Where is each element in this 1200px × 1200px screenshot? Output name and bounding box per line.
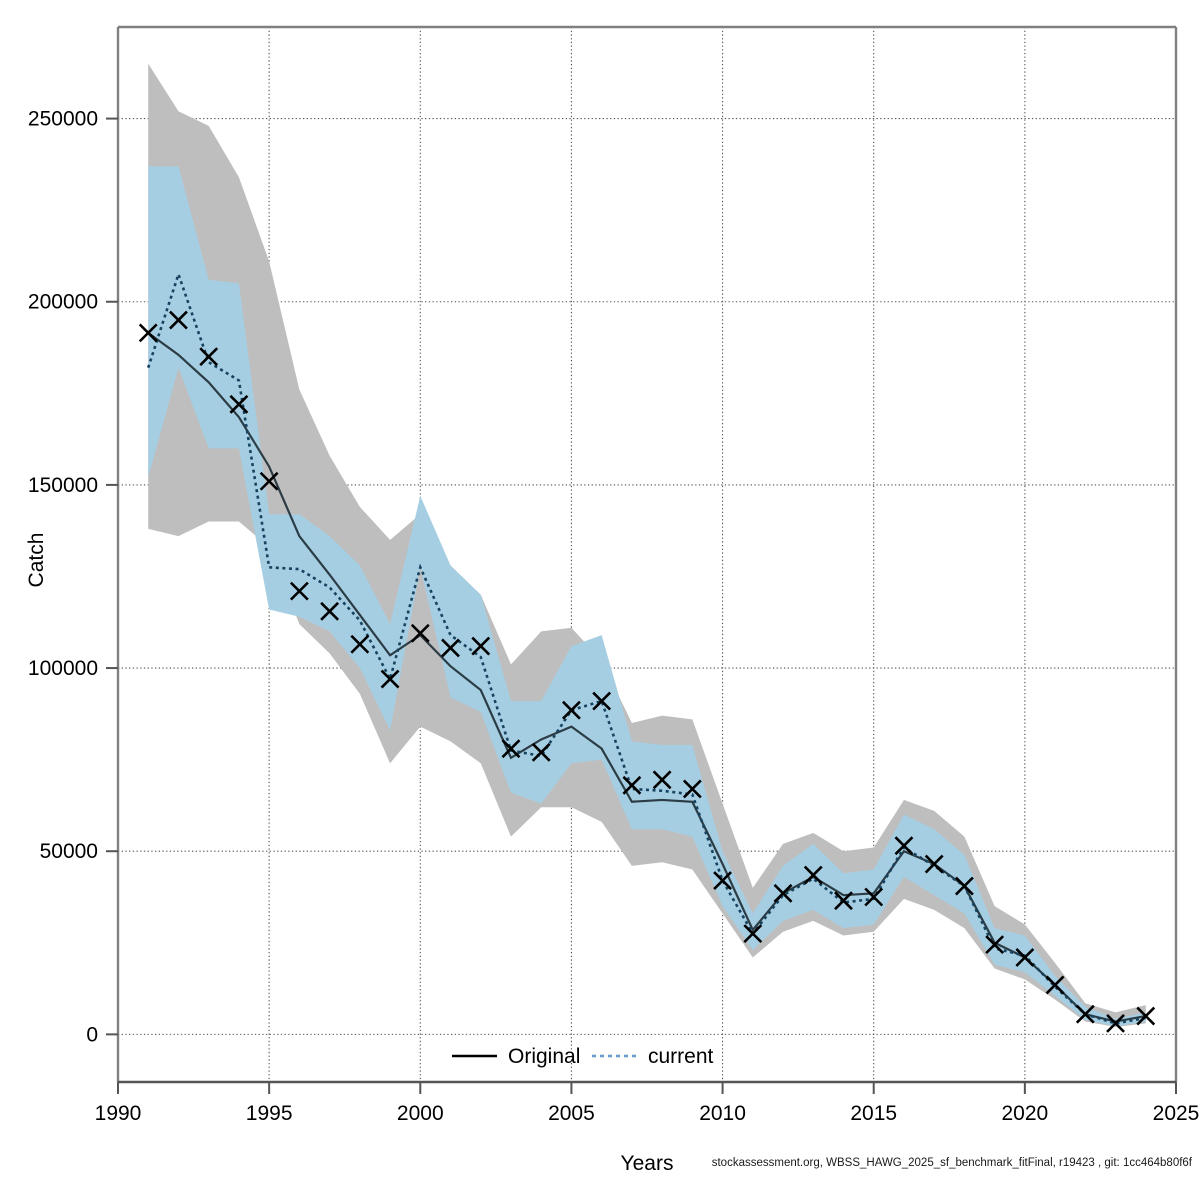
original-series-line xyxy=(147,331,1146,1023)
x-tick-label: 2000 xyxy=(397,1102,444,1125)
observed-data-markers xyxy=(138,310,1156,1033)
x-axis-title: Years xyxy=(621,1152,674,1175)
x-tick-label: 2015 xyxy=(850,1102,897,1125)
x-axis-ticks: 1990 1995 2000 2005 2010 2015 2020 2025 xyxy=(95,1082,1200,1125)
source-caption: stockassessment.org, WBSS_HAWG_2025_sf_b… xyxy=(712,1157,1193,1169)
y-tick-label: 250000 xyxy=(28,108,98,131)
original-confidence-band xyxy=(148,63,1146,1028)
x-tick-label: 2025 xyxy=(1153,1102,1200,1125)
y-tick-label: 100000 xyxy=(28,657,98,680)
y-tick-label: 50000 xyxy=(40,840,98,863)
y-axis-ticks: 0 50000 100000 150000 200000 250000 xyxy=(28,108,118,1046)
chart-legend[interactable]: Original current xyxy=(452,1045,714,1068)
x-tick-label: 2020 xyxy=(1001,1102,1048,1125)
x-tick-label: 1990 xyxy=(95,1102,142,1125)
plot-frame xyxy=(116,25,1178,1084)
y-tick-label: 0 xyxy=(86,1023,98,1046)
x-tick-label: 1995 xyxy=(246,1102,293,1125)
legend-label-current[interactable]: current xyxy=(648,1045,714,1068)
y-tick-label: 200000 xyxy=(28,291,98,314)
legend-label-original[interactable]: Original xyxy=(508,1045,580,1068)
current-series-line xyxy=(146,270,1147,1025)
x-tick-label: 2010 xyxy=(699,1102,746,1125)
gridlines xyxy=(117,27,1177,1082)
x-tick-label: 2005 xyxy=(548,1102,595,1125)
y-axis-title: Catch xyxy=(25,533,48,588)
current-confidence-band xyxy=(148,166,1146,1027)
y-tick-label: 150000 xyxy=(28,474,98,497)
